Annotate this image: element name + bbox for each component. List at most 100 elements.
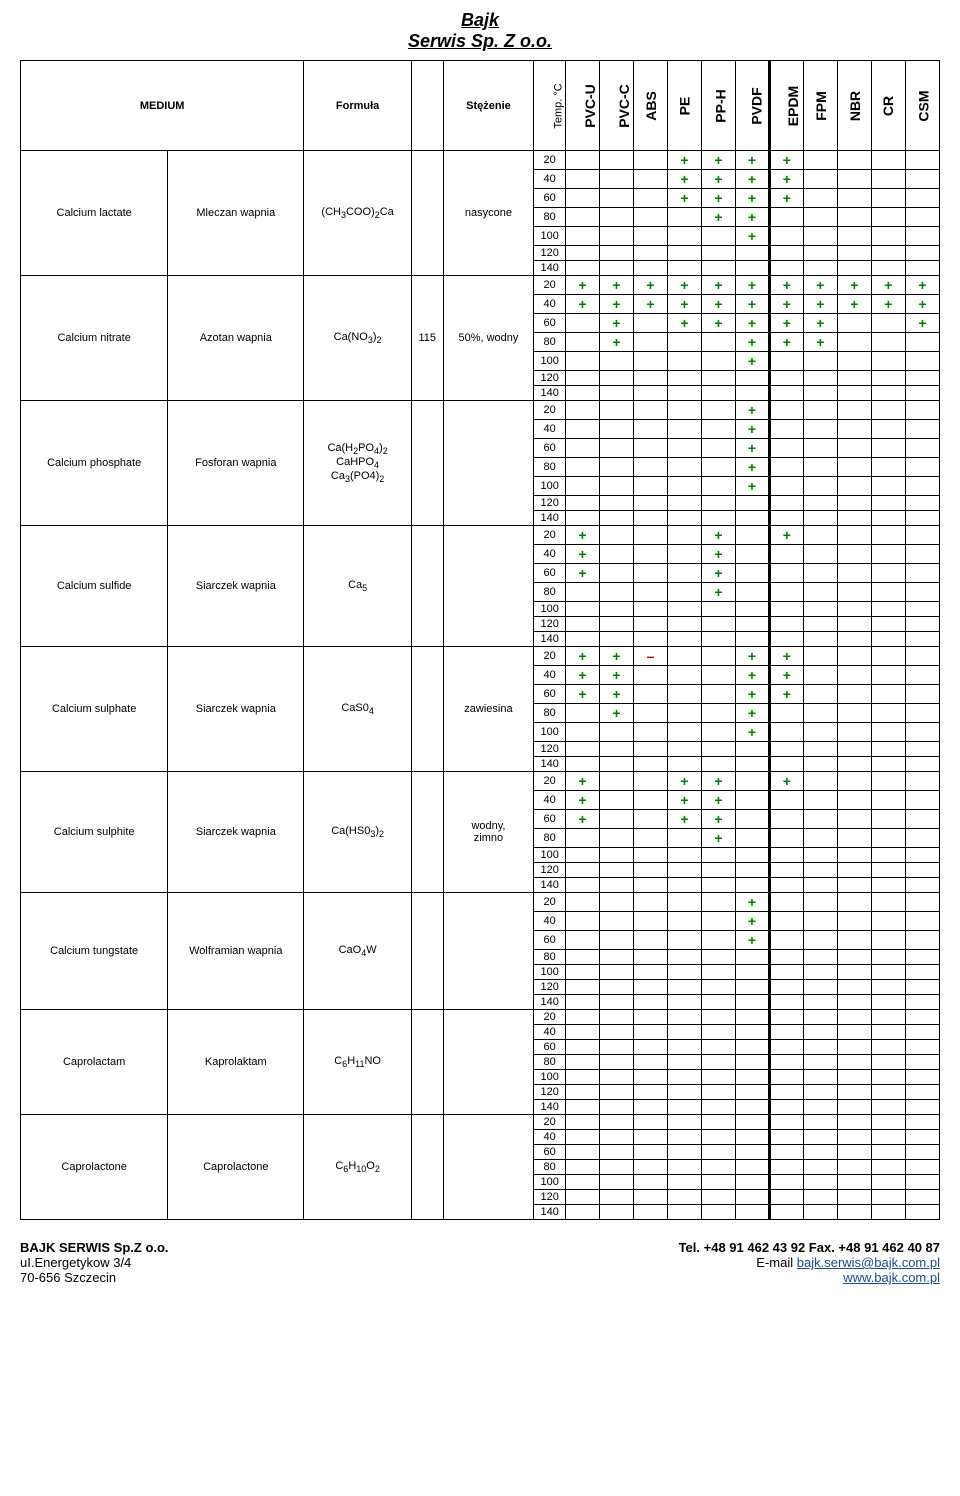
cell-value bbox=[837, 1010, 871, 1025]
cell-value bbox=[566, 1115, 600, 1130]
cell-value: + bbox=[701, 151, 735, 170]
cell-value bbox=[735, 1145, 769, 1160]
cell-value bbox=[667, 617, 701, 632]
cell-value bbox=[803, 371, 837, 386]
cell-value bbox=[667, 208, 701, 227]
cell-value bbox=[599, 810, 633, 829]
cell-value: + bbox=[701, 545, 735, 564]
cell-value bbox=[769, 458, 803, 477]
cell-value bbox=[837, 227, 871, 246]
cell-value bbox=[871, 261, 905, 276]
cell-value bbox=[633, 314, 667, 333]
cell-value bbox=[871, 848, 905, 863]
cell-value bbox=[803, 848, 837, 863]
cell-temp: 60 bbox=[534, 685, 566, 704]
cell-value bbox=[633, 632, 667, 647]
cell-value: + bbox=[803, 276, 837, 295]
cell-value bbox=[769, 1115, 803, 1130]
cell-temp: 40 bbox=[534, 420, 566, 439]
cell-value bbox=[837, 1040, 871, 1055]
cell-temp: 60 bbox=[534, 1145, 566, 1160]
cell-value bbox=[905, 545, 939, 564]
cell-value bbox=[735, 1070, 769, 1085]
cell-value bbox=[837, 401, 871, 420]
cell-value bbox=[599, 420, 633, 439]
cell-value bbox=[566, 1100, 600, 1115]
footer-email-label: E-mail bbox=[756, 1255, 796, 1270]
cell-value bbox=[701, 685, 735, 704]
cell-value bbox=[905, 1100, 939, 1115]
footer-web-link[interactable]: www.bajk.com.pl bbox=[843, 1270, 940, 1285]
cell-value bbox=[735, 995, 769, 1010]
cell-value bbox=[599, 1205, 633, 1220]
cell-value bbox=[667, 685, 701, 704]
cell-value bbox=[566, 314, 600, 333]
cell-value bbox=[905, 246, 939, 261]
cell-value bbox=[701, 511, 735, 526]
cell-temp: 100 bbox=[534, 602, 566, 617]
cell-value bbox=[769, 564, 803, 583]
cell-value bbox=[769, 1025, 803, 1040]
cell-temp: 80 bbox=[534, 950, 566, 965]
cell-value: + bbox=[769, 314, 803, 333]
cell-value bbox=[769, 848, 803, 863]
cell-value bbox=[769, 791, 803, 810]
cell-temp: 60 bbox=[534, 564, 566, 583]
cell-value bbox=[905, 511, 939, 526]
cell-value bbox=[667, 666, 701, 685]
cell-value bbox=[633, 526, 667, 545]
cell-value bbox=[667, 1205, 701, 1220]
cell-value: + bbox=[735, 401, 769, 420]
col-medium: MEDIUM bbox=[21, 61, 304, 151]
cell-value bbox=[735, 246, 769, 261]
cell-value bbox=[701, 632, 735, 647]
cell-temp: 60 bbox=[534, 439, 566, 458]
cell-temp: 140 bbox=[534, 632, 566, 647]
cell-value bbox=[599, 602, 633, 617]
footer-email-link[interactable]: bajk.serwis@bajk.com.pl bbox=[797, 1255, 940, 1270]
cell-value bbox=[566, 1055, 600, 1070]
cell-medium: Calcium phosphate bbox=[21, 401, 168, 526]
cell-value bbox=[735, 602, 769, 617]
cell-value bbox=[837, 742, 871, 757]
cell-value bbox=[735, 496, 769, 511]
cell-temp: 140 bbox=[534, 511, 566, 526]
cell-value bbox=[701, 757, 735, 772]
cell-value bbox=[735, 1040, 769, 1055]
cell-value bbox=[735, 829, 769, 848]
cell-value bbox=[905, 685, 939, 704]
cell-name: Caprolactone bbox=[168, 1115, 304, 1220]
cell-value bbox=[769, 863, 803, 878]
cell-value bbox=[837, 666, 871, 685]
cell-value bbox=[871, 602, 905, 617]
cell-value bbox=[599, 617, 633, 632]
cell-value bbox=[871, 1025, 905, 1040]
cell-value bbox=[803, 791, 837, 810]
cell-value bbox=[633, 950, 667, 965]
col-pph: PP-H bbox=[701, 61, 735, 151]
cell-value bbox=[837, 1130, 871, 1145]
cell-value bbox=[769, 723, 803, 742]
cell-value bbox=[803, 564, 837, 583]
cell-stezenie bbox=[443, 526, 534, 647]
cell-value bbox=[837, 439, 871, 458]
cell-value bbox=[837, 352, 871, 371]
cell-value bbox=[803, 995, 837, 1010]
cell-medium: Caprolactone bbox=[21, 1115, 168, 1220]
cell-value bbox=[871, 810, 905, 829]
cell-value bbox=[803, 666, 837, 685]
cell-value bbox=[837, 912, 871, 931]
cell-value bbox=[599, 772, 633, 791]
cell-stezenie bbox=[443, 1115, 534, 1220]
cell-value bbox=[837, 458, 871, 477]
cell-temp: 120 bbox=[534, 1085, 566, 1100]
cell-value bbox=[599, 583, 633, 602]
cell-value bbox=[599, 1070, 633, 1085]
cell-value bbox=[566, 333, 600, 352]
cell-value bbox=[905, 810, 939, 829]
cell-value bbox=[735, 848, 769, 863]
cell-value bbox=[599, 170, 633, 189]
cell-value: + bbox=[735, 704, 769, 723]
cell-temp-wrzenia: 115 bbox=[411, 276, 443, 401]
cell-value bbox=[667, 1160, 701, 1175]
